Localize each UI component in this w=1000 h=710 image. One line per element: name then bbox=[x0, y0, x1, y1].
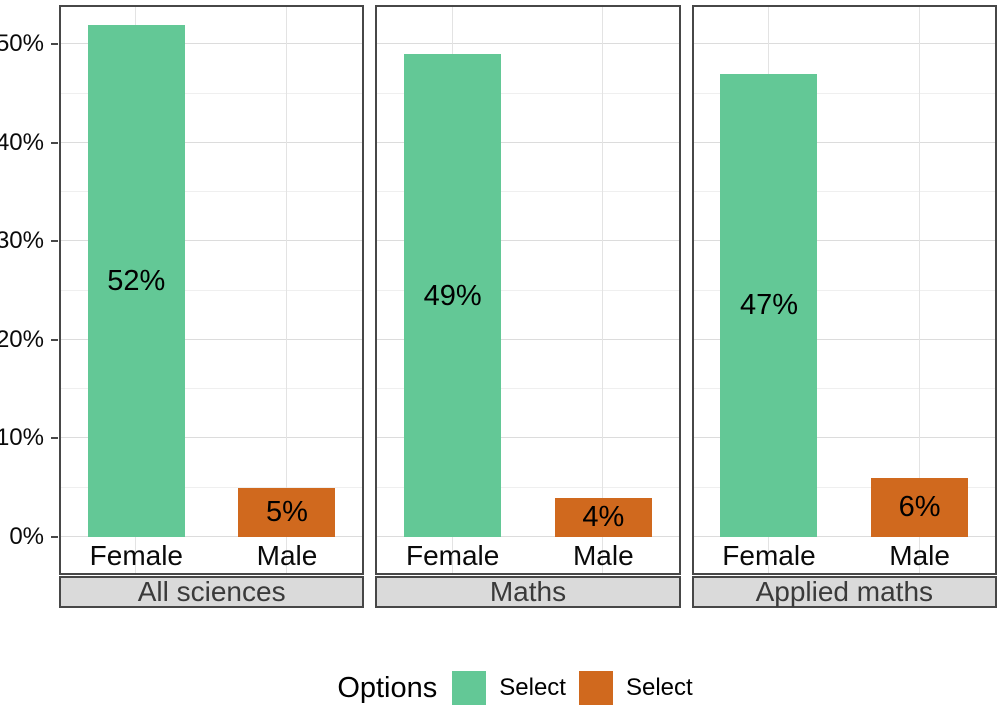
gridline-minor bbox=[61, 92, 363, 94]
gridline-major bbox=[377, 536, 679, 537]
y-tick-label: 40% bbox=[0, 128, 44, 156]
legend-swatch-green bbox=[452, 671, 487, 705]
x-axis-label-female: Female bbox=[405, 540, 500, 571]
gridline-major bbox=[61, 240, 363, 242]
gridline-major bbox=[693, 536, 995, 537]
gridline-major bbox=[377, 240, 679, 242]
gridline-minor bbox=[377, 486, 679, 488]
gridline-minor bbox=[377, 92, 679, 94]
gridline-minor bbox=[693, 388, 995, 390]
x-axis-label-female: Female bbox=[89, 540, 184, 571]
bar-value-label: 52% bbox=[107, 264, 166, 297]
bar-male[interactable] bbox=[554, 497, 652, 537]
gridline-major bbox=[377, 338, 679, 340]
gridline-major bbox=[693, 141, 995, 143]
gridline-minor bbox=[693, 486, 995, 488]
gridline-minor bbox=[61, 388, 363, 390]
gridline-major bbox=[693, 338, 995, 340]
y-tick-mark bbox=[51, 338, 58, 341]
gridline-minor bbox=[377, 289, 679, 291]
bar-female[interactable] bbox=[404, 54, 502, 537]
gridline-major bbox=[61, 338, 363, 340]
bar-value-label: 49% bbox=[423, 279, 482, 312]
facet-strip: Applied maths bbox=[691, 576, 997, 608]
x-axis-label-male: Male bbox=[889, 540, 950, 571]
y-tick-label: 50% bbox=[0, 30, 44, 58]
gridline-vertical bbox=[285, 7, 287, 573]
y-tick-mark bbox=[51, 437, 58, 440]
x-axis-label-female: Female bbox=[722, 540, 816, 571]
bar-female[interactable] bbox=[87, 24, 185, 537]
y-tick-mark bbox=[51, 43, 58, 46]
facet-strip: Maths bbox=[375, 576, 681, 608]
gridline-minor bbox=[693, 289, 995, 291]
facet-all-sciences: 52% Female 5% Male All sciences bbox=[59, 5, 365, 608]
gridline-minor bbox=[377, 388, 679, 390]
bar-value-label: 6% bbox=[898, 491, 941, 524]
bar-value-label: 47% bbox=[739, 289, 798, 322]
legend-entry-label: Select bbox=[625, 674, 693, 701]
y-tick-label: 0% bbox=[9, 523, 44, 550]
bar-male[interactable] bbox=[238, 487, 336, 537]
gridline-major bbox=[377, 141, 679, 143]
x-axis-label-male: Male bbox=[256, 540, 318, 571]
bar-value-label: 5% bbox=[266, 496, 308, 529]
facet-applied-maths: 47% Female 6% Male Applied maths bbox=[691, 5, 997, 608]
plot-panel: 47% Female 6% Male bbox=[691, 5, 997, 575]
gridline-major bbox=[693, 240, 995, 242]
legend-entry[interactable]: Select bbox=[452, 671, 566, 705]
gridline-major bbox=[61, 43, 363, 45]
gridline-minor bbox=[61, 191, 363, 193]
gridline-minor bbox=[61, 486, 363, 488]
facet-strip: All sciences bbox=[59, 576, 365, 608]
gridline-minor bbox=[377, 191, 679, 193]
legend-swatch-orange bbox=[578, 671, 613, 705]
gridline-major bbox=[377, 43, 679, 45]
gridline-vertical bbox=[918, 7, 920, 573]
y-tick-mark bbox=[51, 240, 58, 243]
facet-maths: 49% Female 4% Male Maths bbox=[375, 5, 681, 608]
gridline-major bbox=[693, 437, 995, 439]
bar-female[interactable] bbox=[720, 73, 818, 537]
legend-title: Options bbox=[337, 671, 438, 704]
gridline-major bbox=[61, 437, 363, 439]
gridline-minor bbox=[693, 92, 995, 94]
facets: 52% Female 5% Male All sciences 49% Female 4% Ma… bbox=[59, 5, 997, 608]
plot-panel: 52% Female 5% Male bbox=[59, 5, 365, 575]
y-tick-mark bbox=[51, 141, 58, 144]
x-axis-label-male: Male bbox=[572, 540, 634, 571]
gridline-minor bbox=[61, 289, 363, 291]
gridline-minor bbox=[693, 191, 995, 193]
y-axis: 0% 10% 20% 30% 40% 50% bbox=[0, 5, 59, 575]
gridline-major bbox=[61, 536, 363, 537]
y-tick-label: 10% bbox=[0, 424, 44, 452]
gridline-major bbox=[377, 437, 679, 439]
y-tick-mark bbox=[51, 536, 58, 538]
legend-entry-label: Select bbox=[499, 674, 566, 701]
legend-entry[interactable]: Select bbox=[578, 671, 693, 705]
plot-panel: 49% Female 4% Male bbox=[375, 5, 681, 575]
bar-male[interactable] bbox=[871, 477, 969, 537]
gridline-major bbox=[61, 141, 363, 143]
legend: Options Select Select bbox=[15, 671, 1000, 705]
faceted-bar-chart: 0% 10% 20% 30% 40% 50% 52% Female 5% Male All sci… bbox=[0, 5, 997, 608]
y-tick-label: 20% bbox=[0, 325, 44, 353]
bar-value-label: 4% bbox=[582, 501, 625, 534]
gridline-major bbox=[693, 43, 995, 45]
gridline-vertical bbox=[602, 7, 604, 573]
y-tick-label: 30% bbox=[0, 227, 44, 255]
